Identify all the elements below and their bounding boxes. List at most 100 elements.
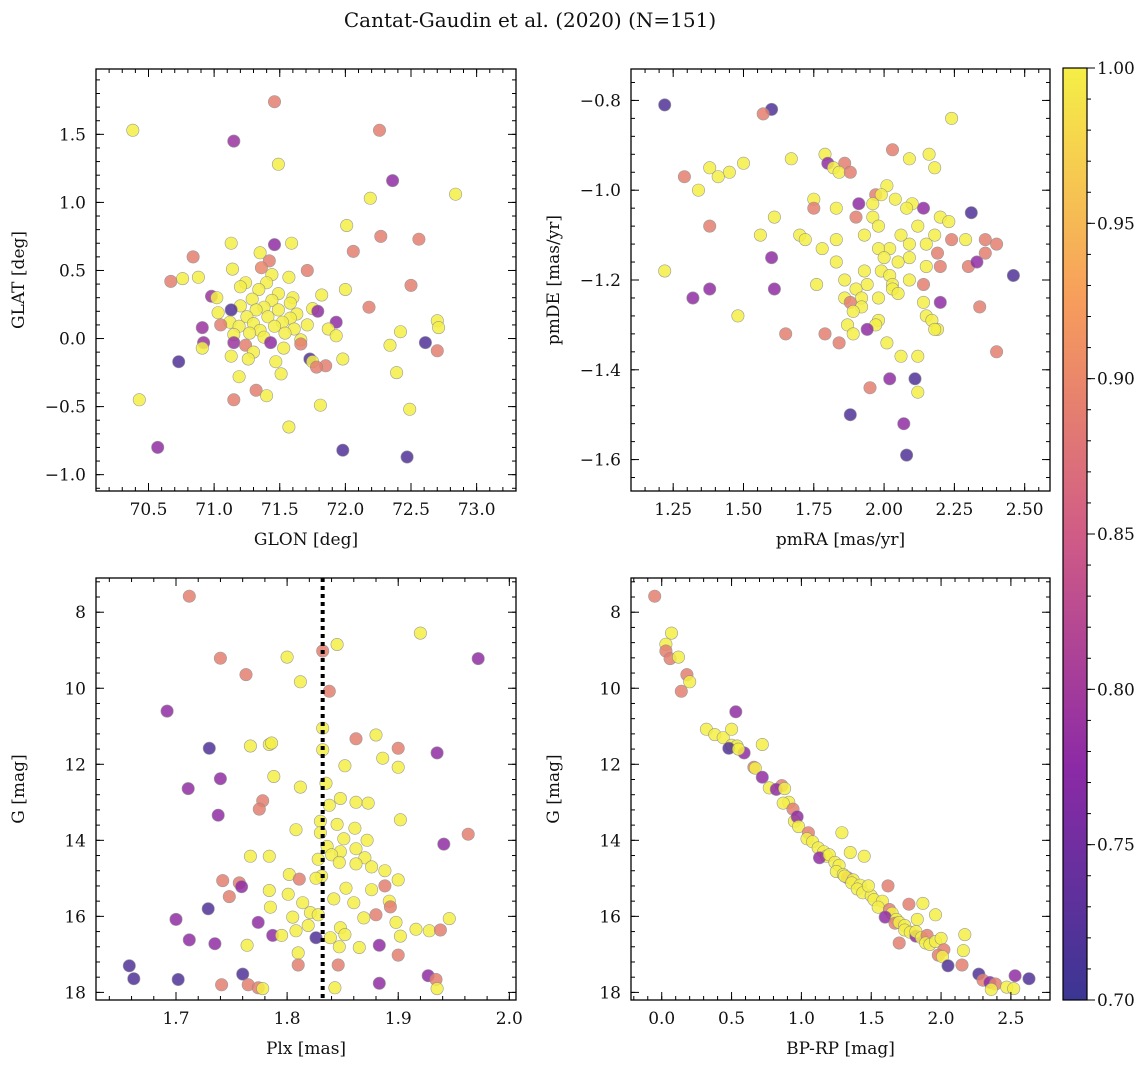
data-point <box>322 798 336 812</box>
data-point <box>338 928 352 942</box>
colorbar-ticks: 0.70 0.75 0.80 0.85 0.90 0.95 1.00 <box>1087 59 1135 1011</box>
data-point <box>224 349 238 363</box>
data-point <box>846 304 860 318</box>
data-point <box>871 291 885 305</box>
data-point <box>891 255 905 269</box>
data-point <box>849 210 863 224</box>
data-point <box>278 326 292 340</box>
data-point <box>900 448 914 462</box>
data-point <box>857 228 871 242</box>
data-point <box>798 233 812 247</box>
data-point <box>210 291 224 305</box>
data-point <box>471 652 485 666</box>
data-point <box>846 327 860 341</box>
colorbar-tick-label: 0.95 <box>1097 214 1135 234</box>
data-point <box>254 261 268 275</box>
data-point <box>729 705 743 719</box>
data-point <box>363 191 377 205</box>
data-point <box>711 170 725 184</box>
data-point <box>391 760 405 774</box>
y-tick-label: 1.5 <box>59 125 86 145</box>
x-tick-labels: 0.0 0.5 1.0 1.5 2.0 2.5 <box>648 1009 1024 1029</box>
data-point <box>372 123 386 137</box>
data-point <box>863 381 877 395</box>
data-point <box>860 277 874 291</box>
data-point <box>461 827 475 841</box>
data-point <box>289 924 303 938</box>
data-point <box>216 874 230 888</box>
data-point <box>389 915 403 929</box>
data-point <box>838 273 852 287</box>
data-point <box>346 244 360 258</box>
data-point <box>322 684 336 698</box>
data-point <box>289 823 303 837</box>
data-point <box>403 402 417 416</box>
data-point <box>409 922 423 936</box>
data-point <box>226 262 240 276</box>
data-point <box>227 393 241 407</box>
data-point <box>267 95 281 109</box>
data-point <box>919 259 933 273</box>
data-point <box>201 902 215 916</box>
data-point <box>241 352 255 366</box>
scatter-points <box>126 95 463 464</box>
data-point <box>716 731 730 745</box>
data-point <box>252 802 266 816</box>
data-point <box>755 770 769 784</box>
data-point <box>262 883 276 897</box>
data-point <box>792 820 806 834</box>
y-tick-label: 1.0 <box>59 193 86 213</box>
plot-frame <box>95 577 517 1001</box>
data-point <box>195 341 209 355</box>
y-tick-labels: 8 10 12 14 16 18 <box>599 603 621 1003</box>
data-point <box>835 826 849 840</box>
panel-proper-motion: 1.25 1.50 1.75 2.00 2.25 2.50 −1.6−1.4−1.2−1.… <box>544 68 1051 550</box>
data-point <box>274 367 288 381</box>
y-tick-label: −1.0 <box>45 466 86 486</box>
y-axis-label: G [mag] <box>9 754 29 823</box>
data-point <box>892 936 906 950</box>
data-point <box>280 650 294 664</box>
data-point <box>386 174 400 188</box>
data-point <box>779 327 793 341</box>
x-tick-label: 71.5 <box>261 500 299 520</box>
data-point <box>703 219 717 233</box>
data-point <box>959 233 973 247</box>
data-point <box>291 958 305 972</box>
data-point <box>902 251 916 265</box>
data-point <box>222 890 236 904</box>
data-point <box>648 589 662 603</box>
data-point <box>232 370 246 384</box>
data-point <box>902 237 916 251</box>
y-tick-label: 0.0 <box>59 330 86 350</box>
data-point <box>264 336 278 350</box>
data-point <box>132 393 146 407</box>
data-point <box>843 408 857 422</box>
y-tick-label: 18 <box>64 983 86 1003</box>
data-point <box>224 303 238 317</box>
data-point <box>881 879 895 893</box>
data-point <box>313 398 327 412</box>
data-point <box>442 912 456 926</box>
colorbar-tick-label: 0.70 <box>1097 991 1135 1011</box>
data-point <box>658 98 672 112</box>
data-point <box>383 338 397 352</box>
data-point <box>349 857 363 871</box>
data-point <box>309 931 323 945</box>
data-point <box>391 948 405 962</box>
data-point <box>271 303 285 317</box>
y-tick-label: −0.5 <box>45 398 86 418</box>
data-point <box>677 170 691 184</box>
data-point <box>871 219 885 233</box>
data-point <box>765 251 779 265</box>
x-tick-label: 1.8 <box>274 1009 301 1029</box>
data-point <box>227 134 241 148</box>
data-point <box>378 864 392 878</box>
y-tick-label: 10 <box>599 679 621 699</box>
y-tick-label: −1.0 <box>580 181 621 201</box>
data-point <box>404 278 418 292</box>
data-point <box>291 946 305 960</box>
data-point <box>990 237 1004 251</box>
data-point <box>323 931 337 945</box>
data-point <box>891 286 905 300</box>
